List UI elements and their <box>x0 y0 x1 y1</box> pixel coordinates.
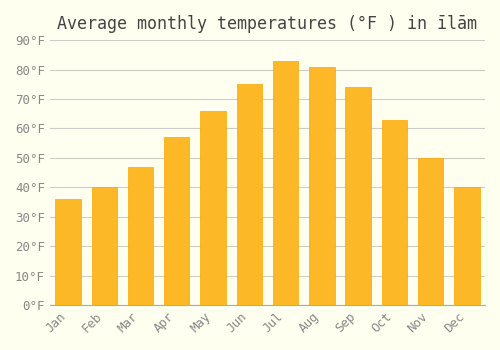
Title: Average monthly temperatures (°F ) in īlām: Average monthly temperatures (°F ) in īl… <box>58 15 478 33</box>
Bar <box>164 137 190 305</box>
Bar <box>273 61 298 305</box>
Bar <box>346 87 371 305</box>
Bar <box>128 167 153 305</box>
Bar <box>382 120 407 305</box>
Bar <box>309 66 334 305</box>
Bar <box>418 158 444 305</box>
Bar <box>200 111 226 305</box>
Bar <box>454 187 479 305</box>
Bar <box>92 187 117 305</box>
Bar <box>56 199 80 305</box>
Bar <box>236 84 262 305</box>
